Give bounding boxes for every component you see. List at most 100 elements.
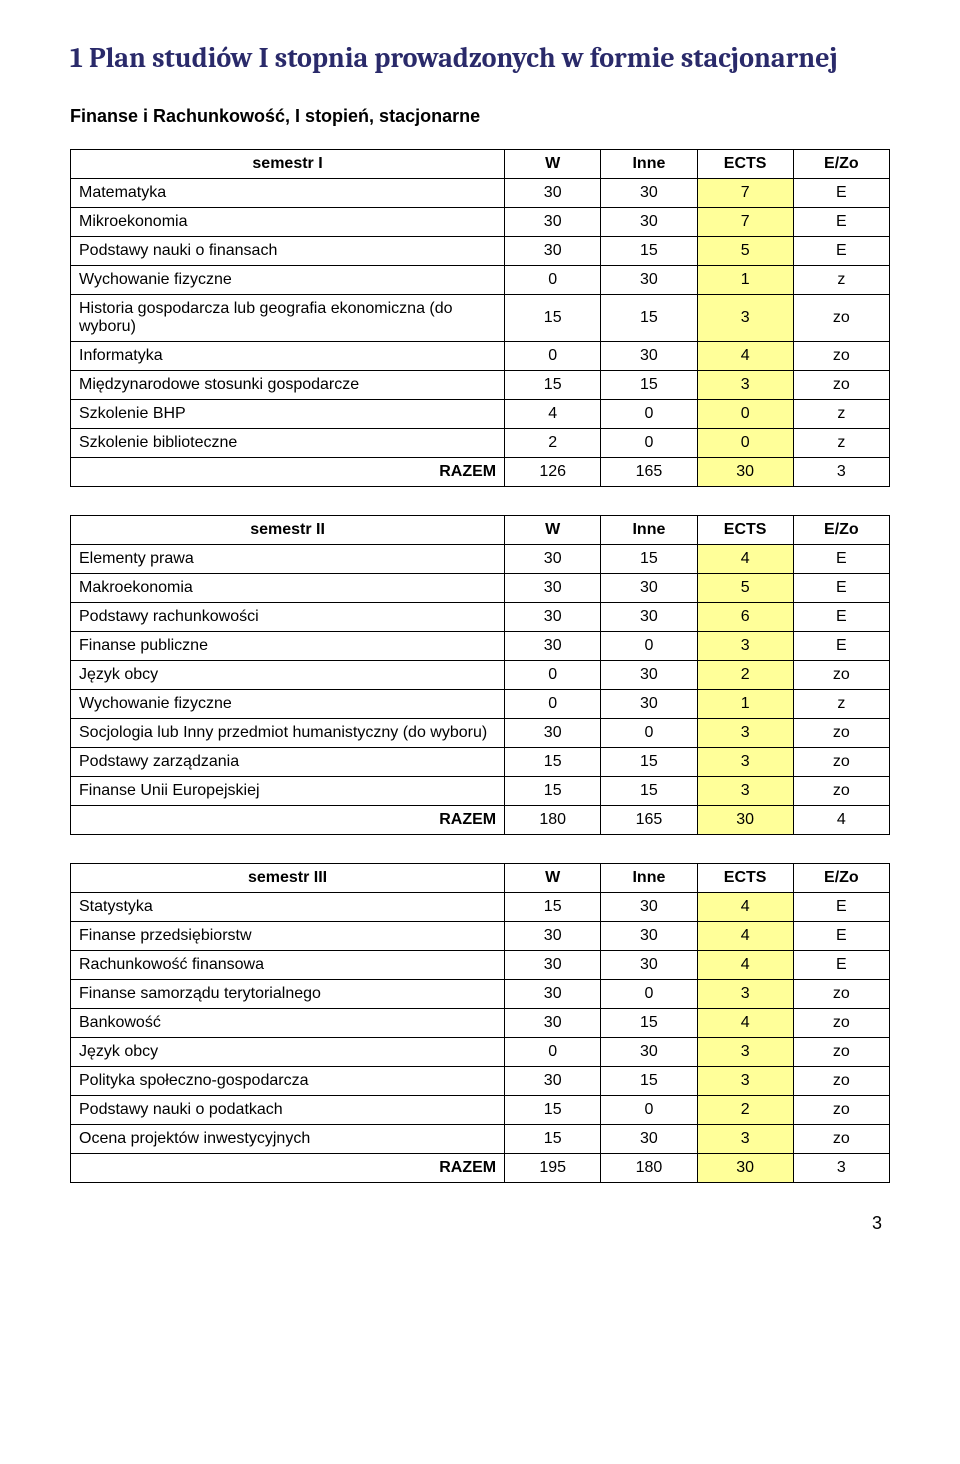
table-cell: 2 [505, 428, 601, 457]
table-cell: zo [793, 1037, 889, 1066]
table-cell: zo [793, 718, 889, 747]
section-heading: 1 Plan studiów I stopnia prowadzonych w … [70, 40, 890, 78]
table-cell: 0 [601, 1095, 697, 1124]
table-row: Informatyka0304zo [71, 341, 890, 370]
table-cell: zo [793, 294, 889, 341]
table-cell: 30 [505, 573, 601, 602]
table-cell: 30 [505, 631, 601, 660]
table-cell: E [793, 236, 889, 265]
table-cell: 30 [505, 602, 601, 631]
table-cell: Historia gospodarcza lub geografia ekono… [71, 294, 505, 341]
table-cell: 3 [697, 294, 793, 341]
table-cell: 7 [697, 178, 793, 207]
table-cell: zo [793, 1095, 889, 1124]
table-row: Podstawy nauki o podatkach1502zo [71, 1095, 890, 1124]
table-cell: Podstawy nauki o finansach [71, 236, 505, 265]
table-cell: 1 [697, 689, 793, 718]
table-cell: 3 [697, 631, 793, 660]
table-header-cell: Inne [601, 515, 697, 544]
table-cell: 15 [505, 294, 601, 341]
table-header-cell: W [505, 515, 601, 544]
table-cell: z [793, 265, 889, 294]
table-total-cell: 180 [601, 1153, 697, 1182]
table-row: Finanse samorządu terytorialnego3003zo [71, 979, 890, 1008]
table-cell: Podstawy rachunkowości [71, 602, 505, 631]
table-cell: 3 [697, 370, 793, 399]
table-cell: Makroekonomia [71, 573, 505, 602]
table-cell: 4 [697, 892, 793, 921]
table-row: Podstawy rachunkowości30306E [71, 602, 890, 631]
table-cell: 0 [601, 979, 697, 1008]
table-cell: Język obcy [71, 660, 505, 689]
table-cell: 5 [697, 236, 793, 265]
table-cell: 3 [697, 747, 793, 776]
table-cell: Bankowość [71, 1008, 505, 1037]
table-cell: 30 [505, 921, 601, 950]
table-row: Makroekonomia30305E [71, 573, 890, 602]
table-cell: E [793, 631, 889, 660]
table-cell: 30 [601, 341, 697, 370]
table-cell: 15 [505, 892, 601, 921]
table-total-cell: 195 [505, 1153, 601, 1182]
table-row: Finanse Unii Europejskiej15153zo [71, 776, 890, 805]
table-header-cell: E/Zo [793, 863, 889, 892]
table-cell: E [793, 178, 889, 207]
table-row: Finanse publiczne3003E [71, 631, 890, 660]
table-row: Wychowanie fizyczne0301z [71, 689, 890, 718]
table-cell: 15 [505, 1095, 601, 1124]
table-row: Podstawy zarządzania15153zo [71, 747, 890, 776]
table-cell: 0 [697, 428, 793, 457]
table-cell: zo [793, 1008, 889, 1037]
table-cell: 0 [601, 718, 697, 747]
table-cell: 30 [601, 892, 697, 921]
table-cell: 30 [601, 1037, 697, 1066]
table-row: Ocena projektów inwestycyjnych15303zo [71, 1124, 890, 1153]
table-cell: 15 [601, 544, 697, 573]
semester-table: semestr IIWInneECTSE/ZoElementy prawa301… [70, 515, 890, 835]
table-cell: 0 [601, 631, 697, 660]
table-cell: Informatyka [71, 341, 505, 370]
table-cell: 0 [505, 265, 601, 294]
semester-table: semestr IWInneECTSE/ZoMatematyka30307EMi… [70, 149, 890, 487]
table-cell: 4 [697, 341, 793, 370]
table-cell: Polityka społeczno-gospodarcza [71, 1066, 505, 1095]
table-cell: 3 [697, 776, 793, 805]
table-row: Rachunkowość finansowa30304E [71, 950, 890, 979]
table-cell: 3 [697, 1037, 793, 1066]
table-row: Bankowość30154zo [71, 1008, 890, 1037]
table-cell: Finanse Unii Europejskiej [71, 776, 505, 805]
table-cell: 30 [601, 921, 697, 950]
table-cell: 3 [697, 1066, 793, 1095]
table-total-cell: RAZEM [71, 1153, 505, 1182]
table-cell: Statystyka [71, 892, 505, 921]
table-cell: 3 [697, 1124, 793, 1153]
table-cell: Ocena projektów inwestycyjnych [71, 1124, 505, 1153]
table-row: Szkolenie BHP400z [71, 399, 890, 428]
table-cell: 30 [601, 178, 697, 207]
table-total-cell: 126 [505, 457, 601, 486]
table-header-cell: W [505, 863, 601, 892]
table-cell: 30 [601, 1124, 697, 1153]
table-header-cell: semestr I [71, 149, 505, 178]
table-total-cell: 3 [793, 1153, 889, 1182]
table-row: Statystyka15304E [71, 892, 890, 921]
table-cell: E [793, 207, 889, 236]
table-header-cell: Inne [601, 149, 697, 178]
table-cell: zo [793, 1066, 889, 1095]
table-cell: Finanse samorządu terytorialnego [71, 979, 505, 1008]
table-cell: 6 [697, 602, 793, 631]
table-cell: 15 [601, 776, 697, 805]
table-cell: zo [793, 341, 889, 370]
table-cell: 30 [601, 689, 697, 718]
table-cell: Elementy prawa [71, 544, 505, 573]
table-cell: zo [793, 776, 889, 805]
table-cell: zo [793, 1124, 889, 1153]
table-cell: 7 [697, 207, 793, 236]
table-cell: E [793, 573, 889, 602]
table-total-cell: RAZEM [71, 805, 505, 834]
table-cell: zo [793, 979, 889, 1008]
table-cell: E [793, 544, 889, 573]
section-subtitle: Finanse i Rachunkowość, I stopień, stacj… [70, 106, 890, 127]
table-cell: Wychowanie fizyczne [71, 265, 505, 294]
table-row: Język obcy0302zo [71, 660, 890, 689]
